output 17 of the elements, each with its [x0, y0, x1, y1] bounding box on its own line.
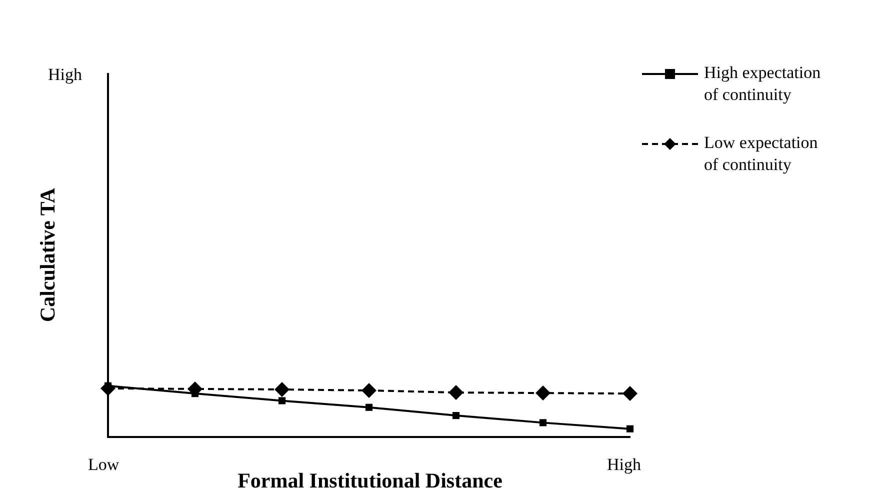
point	[622, 386, 638, 402]
text: High	[48, 65, 82, 85]
legend-label: Low expectation of continuity	[704, 132, 819, 176]
text: High	[607, 455, 641, 475]
y-axis-title: Calculative TA	[36, 188, 60, 322]
point	[365, 404, 373, 411]
legend-label: High expectation of continuity	[704, 62, 822, 106]
point	[278, 397, 286, 404]
point	[274, 382, 290, 397]
point	[452, 412, 460, 420]
point	[626, 425, 634, 432]
point	[448, 385, 464, 400]
point	[362, 382, 376, 398]
text: Low	[88, 455, 120, 475]
x-axis-title: Formal Institutional Distance	[238, 468, 502, 494]
point	[539, 419, 547, 426]
point	[536, 386, 550, 401]
